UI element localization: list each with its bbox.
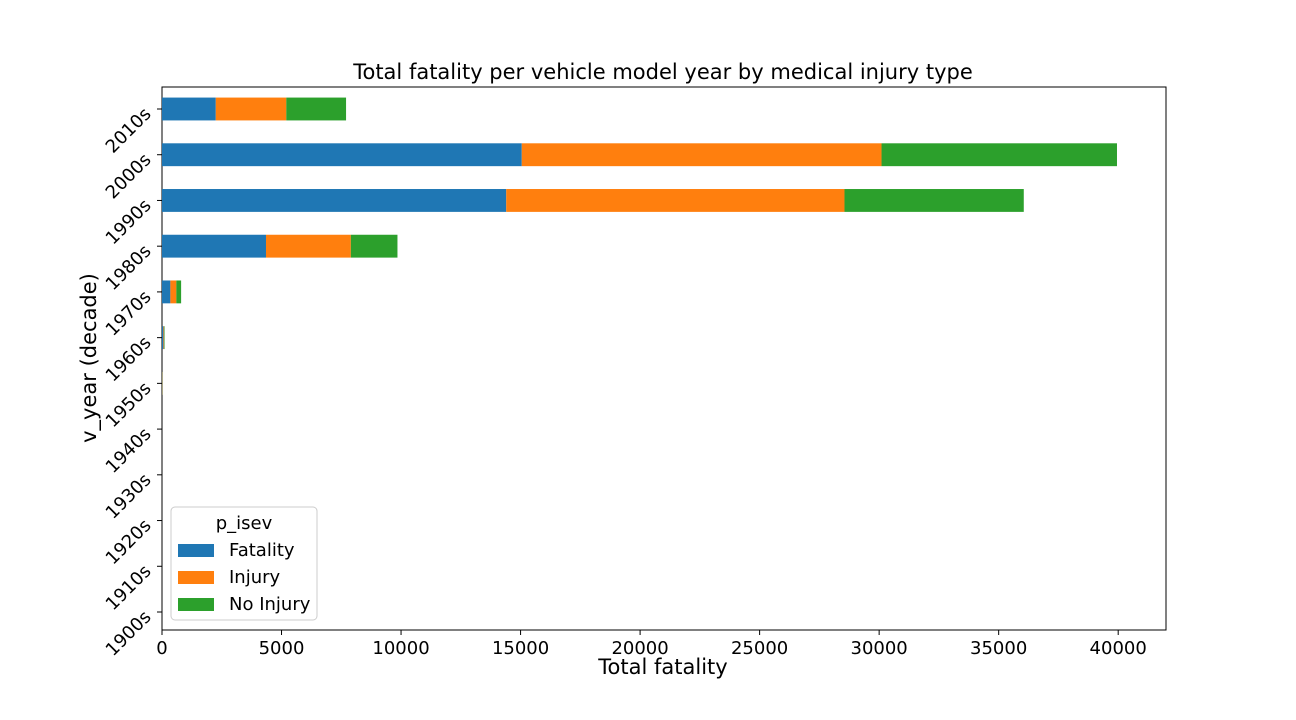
bar-1990s-injury xyxy=(506,189,845,212)
bar-2000s-fatality xyxy=(162,143,522,167)
bar-2010s-no-injury xyxy=(286,97,347,121)
bars-layer xyxy=(162,97,1117,395)
y-tick-label: 1980s xyxy=(102,241,156,295)
legend-swatch xyxy=(178,544,214,557)
bar-1960s-injury xyxy=(163,326,165,350)
x-tick-label: 10000 xyxy=(372,638,429,659)
legend: p_isev Fatality Injury No Injury xyxy=(170,506,318,621)
bar-1980s-no-injury xyxy=(350,234,398,258)
bar-1990s-fatality xyxy=(162,189,507,212)
y-tick-label: 1940s xyxy=(102,424,156,478)
y-tick-label: 1990s xyxy=(102,195,156,249)
bar-2010s-fatality xyxy=(162,97,216,121)
y-tick-label: 1970s xyxy=(102,287,156,341)
x-tick-label: 30000 xyxy=(851,638,908,659)
x-axis-label: Total fatality xyxy=(597,655,727,679)
y-tick-label: 2000s xyxy=(102,149,156,203)
x-tick-label: 35000 xyxy=(970,638,1027,659)
plot-area-frame xyxy=(161,86,1167,631)
y-axis-ticks: 1900s1910s1920s1930s1940s1950s1960s1970s… xyxy=(102,104,162,661)
legend-label: Fatality xyxy=(229,540,295,561)
legend-swatch xyxy=(178,598,214,611)
bar-1960s-fatality xyxy=(162,326,164,350)
x-tick-label: 0 xyxy=(156,638,167,659)
legend-label: Injury xyxy=(229,567,281,588)
y-axis-label: v_year (decade) xyxy=(77,273,102,443)
x-tick-label: 5000 xyxy=(259,638,305,659)
y-tick-label: 1910s xyxy=(102,561,156,615)
y-tick-label: 1900s xyxy=(102,607,156,661)
x-tick-label: 20000 xyxy=(611,638,668,659)
bar-2000s-no-injury xyxy=(881,143,1117,167)
y-tick-label: 1930s xyxy=(102,470,156,524)
y-tick-label: 1950s xyxy=(102,378,156,432)
bar-2010s-injury xyxy=(215,97,287,121)
x-tick-label: 40000 xyxy=(1090,638,1147,659)
y-tick-label: 2010s xyxy=(102,104,156,158)
bar-2000s-injury xyxy=(521,143,882,167)
legend-items: Fatality Injury No Injury xyxy=(178,540,311,615)
legend-label: No Injury xyxy=(229,594,311,615)
legend-box xyxy=(170,506,318,621)
legend-swatch xyxy=(178,571,214,584)
bar-1980s-fatality xyxy=(162,234,266,258)
bar-1970s-injury xyxy=(170,280,177,304)
y-tick-label: 1920s xyxy=(102,515,156,569)
bar-1970s-fatality xyxy=(162,280,171,304)
bar-1970s-no-injury xyxy=(176,280,182,304)
legend-title: p_isev xyxy=(216,513,273,534)
bar-1980s-injury xyxy=(265,234,351,258)
x-tick-label: 25000 xyxy=(731,638,788,659)
bar-1990s-no-injury xyxy=(844,189,1024,212)
x-tick-label: 15000 xyxy=(492,638,549,659)
y-tick-label: 1960s xyxy=(102,332,156,386)
x-axis-ticks: 0 5000 10000 15000 20000 25000 30000 35000 40000 xyxy=(156,630,1147,659)
chart-title: Total fatality per vehicle model year by… xyxy=(352,60,973,84)
